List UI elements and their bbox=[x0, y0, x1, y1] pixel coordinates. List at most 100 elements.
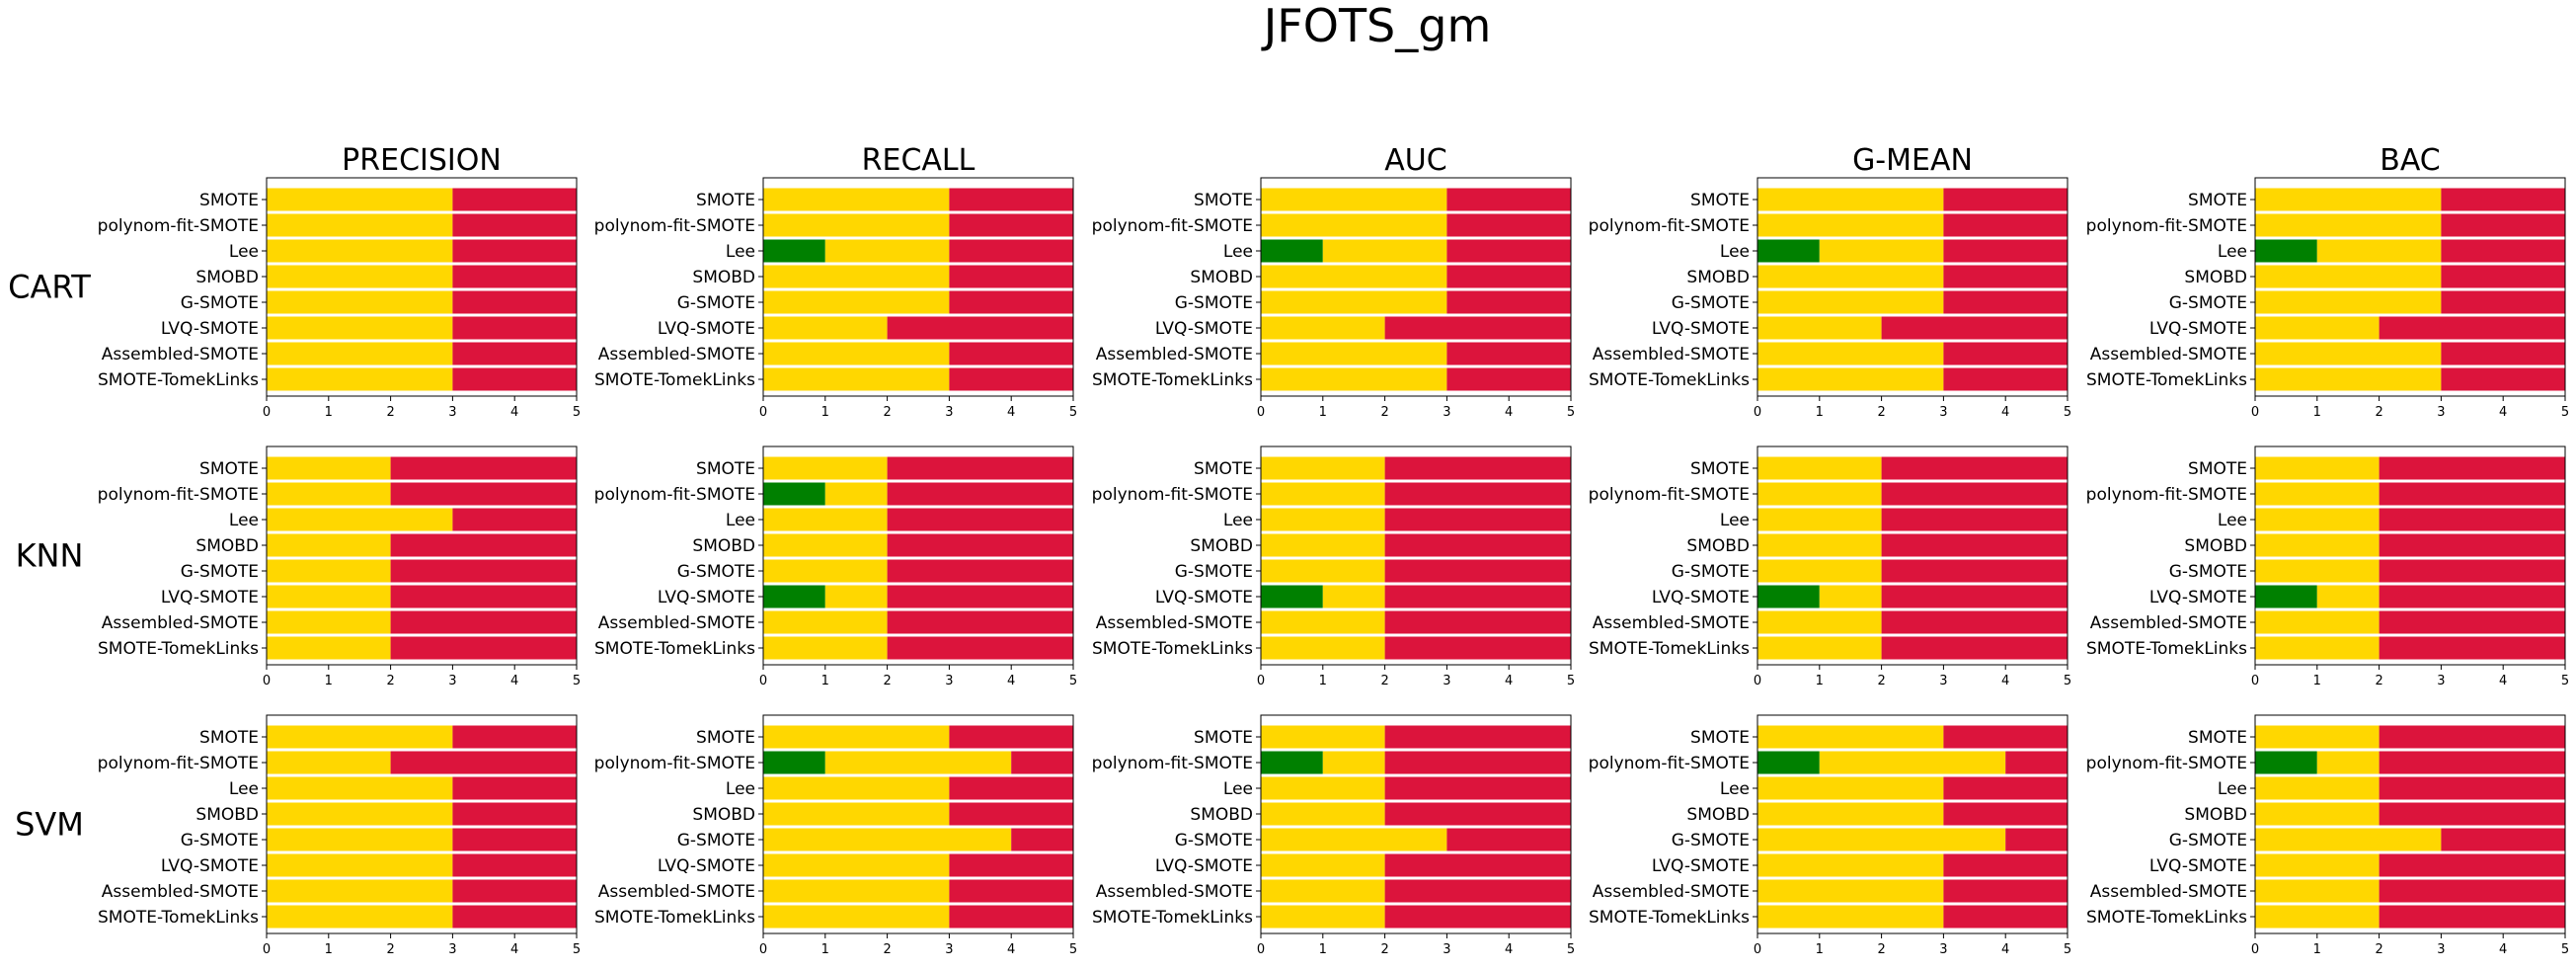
bar-gold bbox=[763, 290, 950, 314]
x-tick-label: 2 bbox=[2375, 405, 2382, 420]
bar-gold bbox=[1757, 290, 1944, 314]
bar-red bbox=[2379, 853, 2565, 877]
y-tick-label: LVQ-SMOTE bbox=[161, 588, 259, 607]
metric-title: G-MEAN bbox=[1852, 143, 1973, 178]
bar-red bbox=[1384, 585, 1571, 608]
x-tick-label: 4 bbox=[2499, 942, 2507, 957]
axes-frame bbox=[762, 714, 1074, 934]
y-tick-label: Assembled-SMOTE bbox=[1593, 882, 1750, 902]
y-tick-label: Lee bbox=[726, 779, 755, 799]
bar-red bbox=[2379, 610, 2565, 634]
y-tick-label: SMOTE bbox=[1194, 728, 1253, 748]
panel-knn-auc: SMOTE polynom-fit-SMOTE Lee SMOBD G-SMOTE LVQ… bbox=[1092, 445, 1575, 688]
x-tick-label: 1 bbox=[1319, 405, 1327, 420]
bar-gold bbox=[1261, 636, 1385, 660]
classifier-label: KNN bbox=[16, 537, 84, 575]
x-tick-label: 2 bbox=[1877, 942, 1885, 957]
y-tick-label: Assembled-SMOTE bbox=[1096, 613, 1253, 633]
bar-red bbox=[2441, 342, 2565, 365]
y-tick-label: Assembled-SMOTE bbox=[2090, 345, 2247, 364]
bar-red bbox=[1943, 239, 2068, 263]
bar-gold bbox=[267, 533, 391, 557]
x-tick-label: 1 bbox=[2313, 674, 2321, 688]
bar-gold bbox=[1261, 776, 1385, 800]
y-tick-label: Assembled-SMOTE bbox=[1096, 345, 1253, 364]
bar-gold bbox=[1261, 802, 1385, 826]
bar-red bbox=[1384, 853, 1571, 877]
y-tick-label: Lee bbox=[1720, 779, 1750, 799]
axes-frame bbox=[762, 177, 1074, 397]
x-tick-label: 5 bbox=[1069, 674, 1077, 688]
y-tick-label: SMOTE bbox=[1690, 191, 1750, 210]
bar-red bbox=[1384, 879, 1571, 903]
y-tick-label: Assembled-SMOTE bbox=[598, 613, 755, 633]
bar-gold bbox=[1757, 559, 1882, 583]
bar-red bbox=[2005, 828, 2068, 851]
bar-gold bbox=[1322, 585, 1385, 608]
bar-gold bbox=[2255, 482, 2380, 506]
bar-red bbox=[2379, 725, 2565, 749]
axes-frame bbox=[266, 177, 578, 397]
bar-gold bbox=[1757, 636, 1882, 660]
bar-red bbox=[1943, 188, 2068, 211]
bar-gold bbox=[1819, 585, 1882, 608]
y-tick-label: SMOTE bbox=[1690, 728, 1750, 748]
bar-gold bbox=[2255, 316, 2380, 340]
y-tick-label: G-SMOTE bbox=[181, 293, 259, 313]
x-tick-label: 5 bbox=[573, 942, 581, 957]
bar-gold bbox=[2255, 188, 2442, 211]
x-tick-label: 4 bbox=[1505, 674, 1513, 688]
x-tick-label: 1 bbox=[325, 674, 333, 688]
bar-red bbox=[1384, 725, 1571, 749]
bar-gold bbox=[763, 853, 950, 877]
x-tick-label: 2 bbox=[1380, 942, 1388, 957]
bar-red bbox=[1943, 265, 2068, 288]
bar-gold bbox=[2255, 559, 2380, 583]
x-tick-label: 1 bbox=[1319, 674, 1327, 688]
y-tick-label: polynom-fit-SMOTE bbox=[594, 485, 755, 505]
panel-cart-recall: SMOTE polynom-fit-SMOTE Lee SMOBD G-SMOTE LVQ… bbox=[594, 177, 1077, 420]
y-tick-label: Lee bbox=[229, 511, 259, 530]
y-tick-label: Lee bbox=[1720, 242, 1750, 262]
x-tick-label: 0 bbox=[1257, 405, 1265, 420]
x-tick-label: 5 bbox=[2561, 405, 2569, 420]
x-tick-label: 0 bbox=[263, 405, 271, 420]
x-tick-label: 0 bbox=[2251, 942, 2259, 957]
y-tick-label: polynom-fit-SMOTE bbox=[1589, 216, 1750, 236]
bar-red bbox=[390, 559, 577, 583]
bar-red bbox=[1384, 508, 1571, 531]
bar-gold bbox=[763, 508, 888, 531]
bar-gold bbox=[2316, 239, 2442, 263]
y-tick-label: polynom-fit-SMOTE bbox=[1092, 485, 1253, 505]
bar-red bbox=[887, 559, 1073, 583]
bar-red bbox=[1446, 290, 1571, 314]
axes-frame bbox=[1756, 177, 2069, 397]
bar-red bbox=[390, 482, 577, 506]
bar-red bbox=[452, 239, 577, 263]
bar-gold bbox=[1757, 828, 2006, 851]
bar-red bbox=[949, 725, 1073, 749]
bar-gold bbox=[763, 802, 950, 826]
bar-red bbox=[949, 853, 1073, 877]
bar-gold bbox=[267, 559, 391, 583]
bar-red bbox=[2379, 585, 2565, 608]
bar-gold bbox=[267, 188, 453, 211]
x-tick-label: 0 bbox=[263, 674, 271, 688]
y-tick-label: polynom-fit-SMOTE bbox=[98, 216, 259, 236]
bar-gold bbox=[2255, 456, 2380, 480]
y-tick-label: Assembled-SMOTE bbox=[102, 613, 259, 633]
bar-gold bbox=[1261, 367, 1447, 391]
x-tick-label: 1 bbox=[325, 405, 333, 420]
bar-gold bbox=[267, 316, 453, 340]
bar-red bbox=[887, 508, 1073, 531]
y-tick-label: Lee bbox=[2218, 242, 2247, 262]
bar-gold bbox=[1757, 265, 1944, 288]
x-tick-label: 0 bbox=[759, 942, 767, 957]
metric-title: PRECISION bbox=[342, 143, 502, 178]
bar-green bbox=[1261, 751, 1323, 774]
y-tick-label: Assembled-SMOTE bbox=[102, 345, 259, 364]
bar-gold bbox=[763, 188, 950, 211]
bar-red bbox=[1943, 290, 2068, 314]
x-tick-label: 5 bbox=[2561, 674, 2569, 688]
bar-gold bbox=[267, 610, 391, 634]
